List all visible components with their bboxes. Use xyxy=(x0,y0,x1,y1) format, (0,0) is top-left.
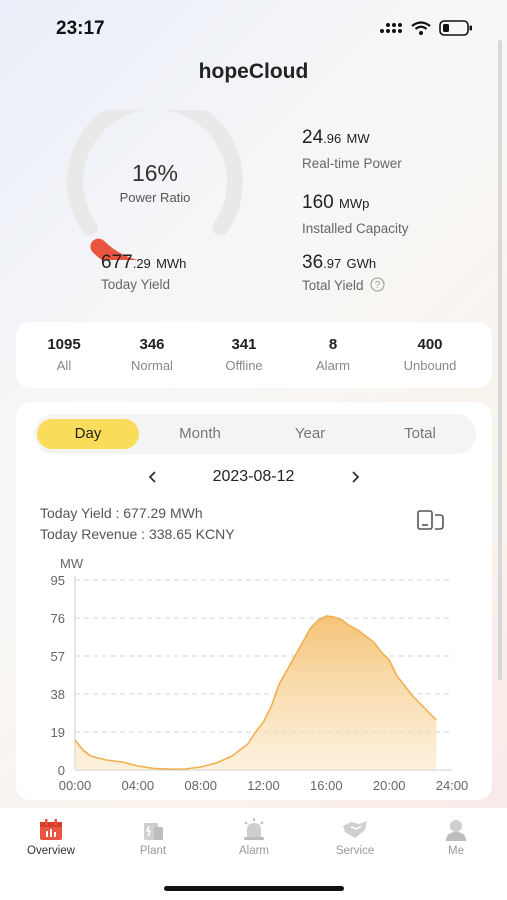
prev-date-icon[interactable] xyxy=(146,470,160,484)
me-icon xyxy=(446,820,466,841)
selected-date[interactable]: 2023-08-12 xyxy=(212,468,295,485)
count-label: Normal xyxy=(131,358,173,373)
y-tick-label: 76 xyxy=(51,611,65,626)
export-icon[interactable] xyxy=(416,508,446,532)
home-indicator xyxy=(164,886,344,891)
realtime-power-value: 24.96 MW xyxy=(302,127,370,148)
device-counts-card xyxy=(16,322,492,388)
count-label: Unbound xyxy=(403,358,457,373)
nav-label: Me xyxy=(448,845,464,857)
count-label: All xyxy=(56,358,72,373)
y-tick-label: 95 xyxy=(51,573,65,588)
help-icon[interactable]: ? xyxy=(370,277,385,292)
service-icon xyxy=(343,821,367,838)
today-yield-label: Today Yield xyxy=(101,277,171,292)
total-yield-value: 36.97 GWh xyxy=(302,252,377,273)
yield-line xyxy=(74,615,437,771)
app-title: hopeCloud xyxy=(198,60,309,83)
nav-service[interactable]: Service xyxy=(315,818,395,857)
count-all[interactable]: 1095 All xyxy=(24,336,104,373)
wifi-icon xyxy=(411,21,431,35)
count-value: 346 xyxy=(139,336,165,353)
x-tick-label: 04:00 xyxy=(122,778,155,793)
tab-month[interactable]: Month xyxy=(179,425,221,442)
nav-alarm[interactable]: Alarm xyxy=(214,818,294,857)
count-value: 8 xyxy=(328,336,338,353)
power-ratio-gauge xyxy=(67,110,243,260)
tab-day[interactable]: Day xyxy=(37,419,139,449)
alarm-icon xyxy=(244,818,264,840)
count-label: Offline xyxy=(225,358,263,373)
y-tick-label: 0 xyxy=(58,763,65,778)
x-tick-label: 08:00 xyxy=(184,778,217,793)
count-label: Alarm xyxy=(316,358,350,373)
svg-text:?: ? xyxy=(375,280,381,291)
gauge-value: 16% xyxy=(131,160,179,186)
count-unbound[interactable]: 400 Unbound xyxy=(390,336,470,373)
count-normal[interactable]: 346 Normal xyxy=(112,336,192,373)
yield-area xyxy=(75,616,437,770)
period-tabs: Day Month Year Total xyxy=(34,414,476,454)
nav-label: Service xyxy=(335,845,375,857)
gauge-label: Power Ratio xyxy=(119,190,191,205)
tab-total[interactable]: Total xyxy=(404,425,436,442)
count-value: 1095 xyxy=(47,336,81,353)
count-value: 341 xyxy=(231,336,257,353)
scrollbar[interactable] xyxy=(498,40,502,680)
nav-me[interactable]: Me xyxy=(416,818,496,857)
count-offline[interactable]: 341 Offline xyxy=(204,336,284,373)
capacity-label: Installed Capacity xyxy=(302,221,409,236)
cellular-icon xyxy=(380,23,402,33)
overview-icon xyxy=(40,819,62,840)
plant-icon xyxy=(144,823,163,840)
yield-area-chart: MW 95 76 57 38 19 000:00 04:00 08:00 12:00 16:00 20… xyxy=(51,556,469,793)
x-tick-label: 00:00 xyxy=(59,778,92,793)
next-date-icon[interactable] xyxy=(348,470,362,484)
nav-label: Alarm xyxy=(238,845,270,857)
realtime-power-label: Real-time Power xyxy=(302,156,402,171)
status-time: 23:17 xyxy=(56,18,105,39)
count-alarm[interactable]: 8 Alarm xyxy=(293,336,373,373)
today-revenue-info: Today Revenue : 338.65 KCNY xyxy=(40,526,235,542)
y-tick-label: 38 xyxy=(51,687,65,702)
total-yield-label: Total Yield ? xyxy=(302,277,385,293)
x-tick-label: 16:00 xyxy=(310,778,343,793)
capacity-value: 160 MWp xyxy=(302,192,370,213)
count-value: 400 xyxy=(417,336,443,353)
x-tick-label: 12:00 xyxy=(247,778,280,793)
nav-label: Plant xyxy=(139,845,167,857)
y-tick-label: 19 xyxy=(51,725,65,740)
today-yield-info: Today Yield : 677.29 MWh xyxy=(40,505,203,521)
nav-plant[interactable]: Plant xyxy=(113,818,193,857)
status-icons xyxy=(379,20,473,36)
y-axis-unit: MW xyxy=(60,556,84,571)
x-tick-label: 24:00 xyxy=(436,778,469,793)
tab-year[interactable]: Year xyxy=(294,425,326,442)
battery-icon xyxy=(439,20,472,36)
x-tick-label: 20:00 xyxy=(373,778,406,793)
y-tick-label: 57 xyxy=(51,649,65,664)
nav-label: Overview xyxy=(27,845,75,857)
today-yield-value: 677.29 MWh xyxy=(101,252,187,273)
nav-overview[interactable]: Overview xyxy=(11,818,91,857)
